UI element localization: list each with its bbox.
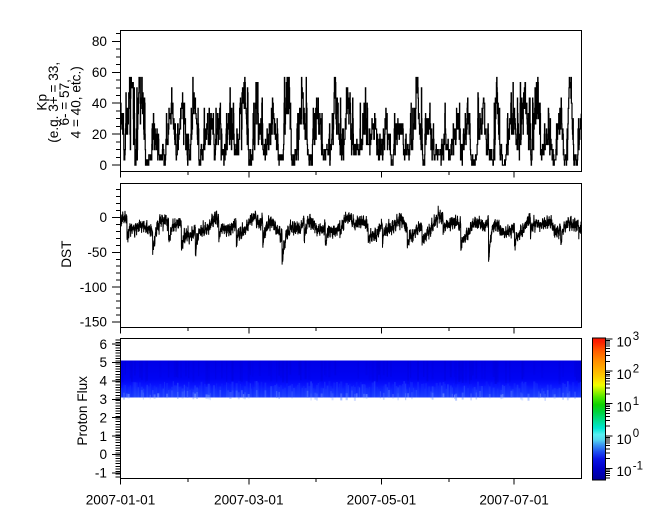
svg-text:6: 6 (99, 337, 107, 352)
svg-text:4: 4 (99, 374, 107, 389)
svg-text:-100: -100 (80, 280, 108, 295)
svg-text:2007-03-01: 2007-03-01 (214, 492, 284, 507)
svg-text:2007-07-01: 2007-07-01 (479, 492, 549, 507)
svg-text:DST: DST (59, 241, 74, 268)
svg-text:-1: -1 (633, 461, 643, 473)
svg-text:2007-05-01: 2007-05-01 (347, 492, 417, 507)
svg-text:20: 20 (92, 127, 108, 142)
svg-text:0: 0 (633, 428, 639, 440)
svg-text:0: 0 (99, 210, 107, 225)
svg-text:3: 3 (633, 331, 639, 343)
svg-text:4 = 40, etc.): 4 = 40, etc.) (68, 66, 83, 138)
svg-text:Kp: Kp (35, 94, 50, 111)
svg-text:10: 10 (617, 335, 633, 350)
svg-text:10: 10 (617, 399, 633, 414)
svg-text:Proton Flux: Proton Flux (75, 376, 90, 446)
svg-text:-50: -50 (87, 245, 107, 260)
svg-text:2007-01-01: 2007-01-01 (86, 492, 156, 507)
svg-text:1: 1 (99, 429, 107, 444)
svg-text:40: 40 (92, 96, 108, 111)
svg-text:2: 2 (633, 363, 639, 375)
svg-text:10: 10 (617, 464, 633, 479)
svg-text:2: 2 (99, 410, 107, 425)
svg-text:-150: -150 (80, 315, 108, 330)
svg-text:80: 80 (92, 34, 108, 49)
svg-text:60: 60 (92, 65, 108, 80)
svg-text:10: 10 (617, 432, 633, 447)
svg-text:3: 3 (99, 392, 107, 407)
svg-text:1: 1 (633, 396, 639, 408)
svg-text:(e.g. 3+ = 33,: (e.g. 3+ = 33, (46, 62, 61, 143)
svg-text:0: 0 (99, 158, 107, 173)
svg-text:6- = 57,: 6- = 57, (57, 79, 72, 125)
svg-text:0: 0 (99, 447, 107, 462)
svg-text:10: 10 (617, 367, 633, 382)
svg-text:5: 5 (99, 355, 107, 370)
svg-text:-1: -1 (95, 466, 107, 481)
